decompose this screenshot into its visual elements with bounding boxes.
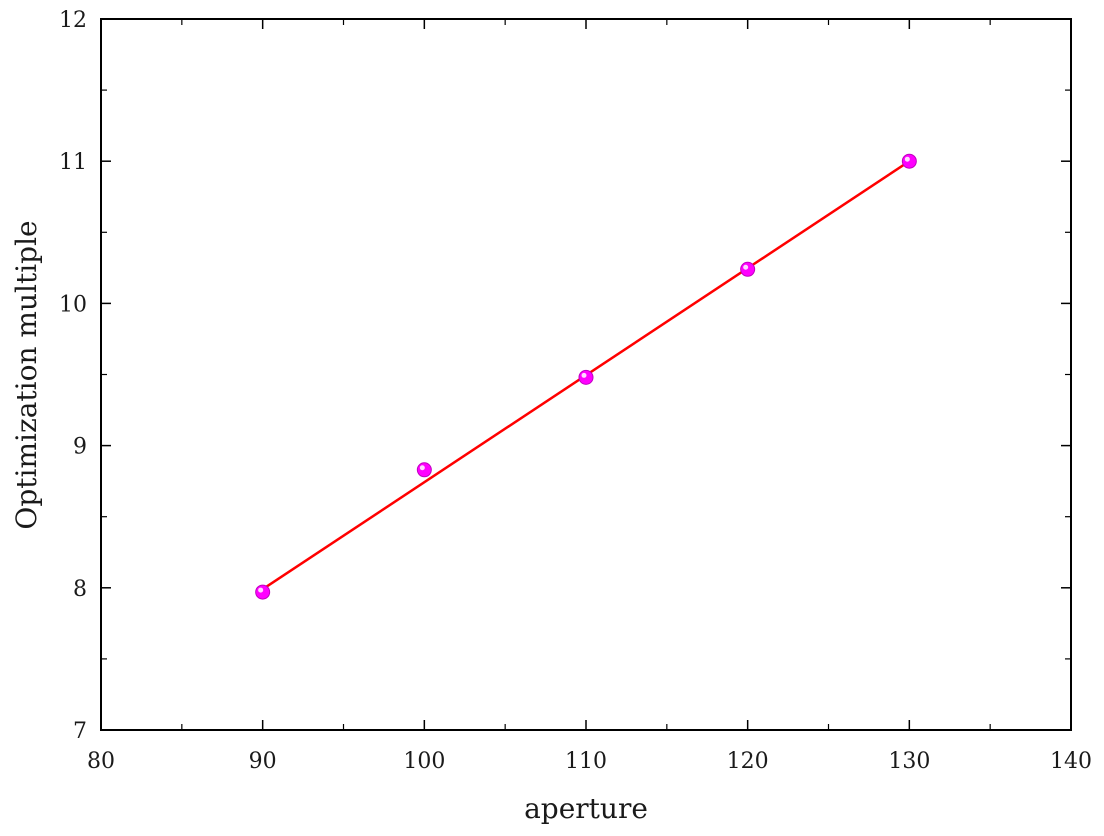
x-tick-label: 110 [565,749,607,774]
y-tick-label: 10 [59,292,87,317]
data-point [255,584,271,600]
x-tick-label: 130 [888,749,930,774]
data-point [740,261,756,277]
axis-ticks [100,18,1072,731]
y-tick-label: 7 [73,719,87,744]
data-point-highlight [904,156,910,162]
data-point [416,462,432,478]
x-tick-label: 120 [727,749,769,774]
x-tick-label: 140 [1050,749,1092,774]
data-point [901,153,917,169]
y-tick-label: 12 [59,8,87,33]
y-tick-label: 9 [73,435,87,460]
data-point-highlight [258,587,264,593]
y-tick-label: 8 [73,577,87,602]
data-point-highlight [419,465,425,471]
series-layer [255,153,917,600]
y-tick-label: 11 [59,150,87,175]
data-point-highlight [743,264,749,270]
x-axis-label: aperture [524,792,648,825]
x-tick-label: 80 [87,749,115,774]
data-point-highlight [581,372,587,378]
x-tick-label: 100 [403,749,445,774]
y-axis-label: Optimization multiple [10,220,43,529]
tick-labels: 80 90 100 110 120 130 140 7 8 9 10 11 12 [59,8,1092,774]
data-point [578,369,594,385]
x-tick-label: 90 [249,749,277,774]
